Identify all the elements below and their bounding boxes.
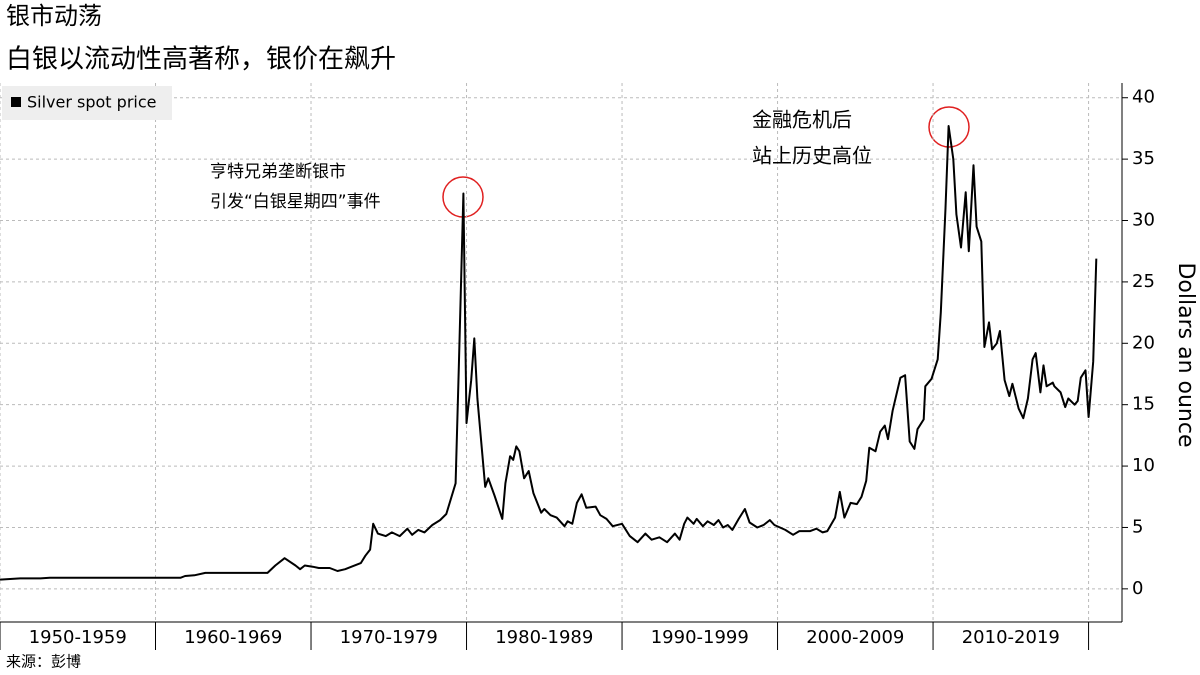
y-tick-label: 15 bbox=[1132, 394, 1155, 415]
legend-box bbox=[2, 86, 172, 120]
x-tick-label: 1960-1969 bbox=[184, 627, 282, 648]
price-line bbox=[0, 125, 1098, 581]
y-tick-label: 35 bbox=[1132, 148, 1155, 169]
x-tick-label: 1950-1959 bbox=[29, 627, 127, 648]
x-tick-label: 1970-1979 bbox=[340, 627, 438, 648]
chart-subtitle: 白银以流动性高著称，银价在飙升 bbox=[6, 45, 396, 75]
x-tick-label: 1990-1999 bbox=[651, 627, 749, 648]
chart-title: 银市动荡 bbox=[6, 2, 102, 30]
y-tick-label: 20 bbox=[1132, 332, 1155, 353]
annotation: 亨特兄弟垄断银市 bbox=[210, 162, 346, 182]
highlight-circle bbox=[928, 106, 970, 148]
x-tick-label: 2000-2009 bbox=[806, 627, 904, 648]
source: 来源：彭博 bbox=[6, 653, 81, 671]
legend-swatch bbox=[11, 97, 21, 107]
x-tick-label: 1980-1989 bbox=[495, 627, 593, 648]
y-tick-label: 40 bbox=[1132, 87, 1155, 108]
annotation: 站上历史高位 bbox=[752, 144, 872, 168]
annotation: 引发“白银星期四”事件 bbox=[210, 192, 381, 212]
annotation: 金融危机后 bbox=[752, 108, 852, 132]
y-axis-label: Dollars an ounce bbox=[1173, 262, 1198, 447]
y-tick-label: 5 bbox=[1132, 516, 1143, 537]
y-tick-label: 0 bbox=[1132, 578, 1143, 599]
y-tick-label: 30 bbox=[1132, 210, 1155, 231]
legend-label: Silver spot price bbox=[27, 93, 156, 112]
y-tick-label: 10 bbox=[1132, 455, 1155, 476]
x-tick-label: 2010-2019 bbox=[962, 627, 1060, 648]
y-tick-label: 25 bbox=[1132, 271, 1155, 292]
